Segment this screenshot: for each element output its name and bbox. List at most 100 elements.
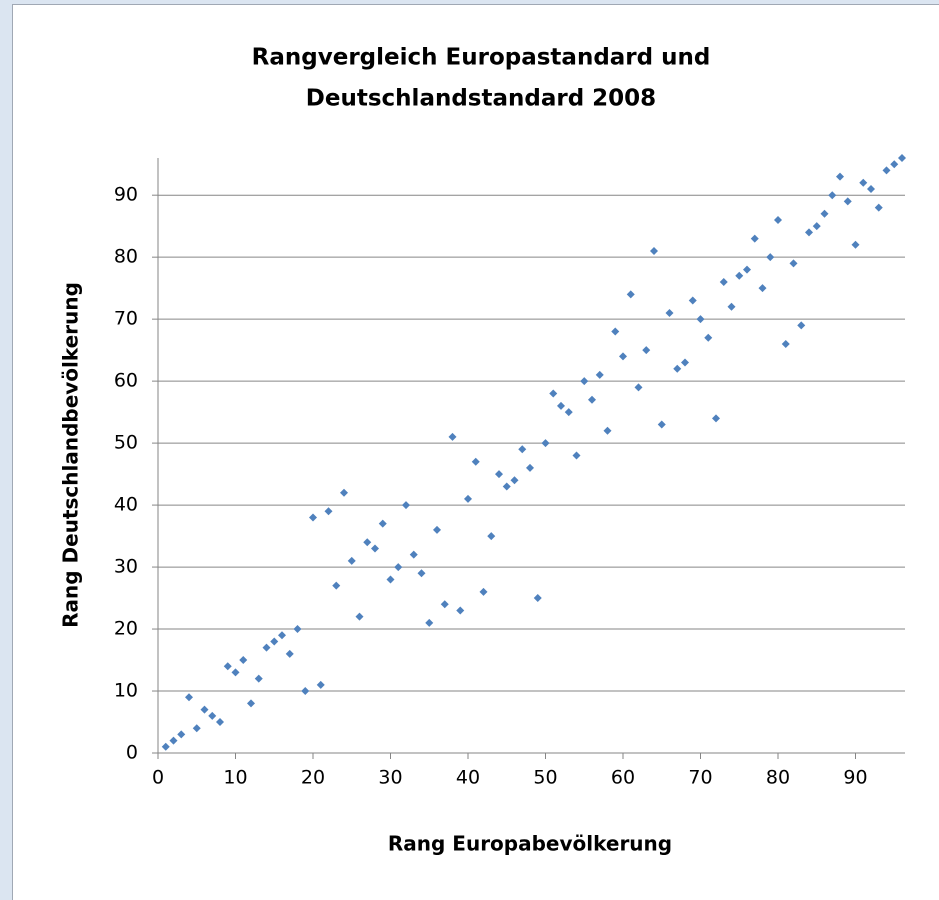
- point: [192, 724, 201, 733]
- point: [464, 494, 472, 503]
- point: [371, 544, 379, 553]
- point: [781, 339, 790, 348]
- point: [347, 556, 356, 565]
- point: [471, 457, 480, 466]
- y-tick-label: 30: [114, 556, 138, 578]
- x-tick-label: 30: [378, 767, 402, 789]
- point: [634, 383, 643, 392]
- point: [580, 377, 589, 386]
- point: [402, 501, 410, 510]
- point: [549, 389, 558, 398]
- point: [588, 395, 596, 404]
- point: [611, 327, 620, 336]
- point: [743, 265, 751, 274]
- point: [665, 308, 674, 317]
- y-tick-label: 0: [126, 742, 138, 764]
- point: [487, 532, 496, 541]
- y-tick-label: 70: [114, 308, 138, 330]
- point: [619, 352, 627, 361]
- point: [750, 234, 759, 243]
- x-tick-label: 50: [533, 767, 557, 789]
- point: [882, 166, 891, 175]
- x-tick-label: 60: [611, 767, 635, 789]
- point: [533, 594, 542, 603]
- point: [355, 612, 364, 621]
- point: [774, 215, 782, 224]
- point: [851, 240, 860, 249]
- point: [332, 581, 341, 590]
- point: [789, 259, 798, 268]
- point: [309, 513, 317, 522]
- point: [541, 439, 550, 448]
- point: [626, 290, 635, 299]
- point: [704, 333, 713, 342]
- point: [293, 625, 302, 634]
- x-tick-label: 20: [301, 767, 325, 789]
- point: [836, 172, 844, 181]
- point: [874, 203, 883, 212]
- point: [758, 284, 767, 293]
- x-tick-label: 90: [843, 767, 867, 789]
- x-tick-label: 80: [766, 767, 790, 789]
- point: [595, 370, 604, 379]
- x-axis-label: Rang Europabevölkerung: [388, 832, 672, 856]
- point: [859, 178, 868, 187]
- y-axis-label: Rang Deutschlandbevölkerung: [59, 282, 83, 628]
- point: [805, 228, 813, 237]
- point: [185, 693, 193, 702]
- chart-title: Rangvergleich Europastandard und: [252, 45, 711, 71]
- y-tick-label: 50: [114, 432, 138, 454]
- point: [766, 253, 775, 262]
- point: [898, 154, 906, 162]
- point: [161, 742, 170, 751]
- point: [828, 191, 837, 200]
- point: [340, 488, 348, 497]
- point: [216, 718, 224, 727]
- point: [526, 463, 534, 472]
- point: [495, 470, 503, 479]
- point: [239, 656, 248, 665]
- point: [262, 643, 271, 652]
- point: [177, 730, 186, 739]
- point: [425, 618, 434, 627]
- point: [378, 519, 387, 528]
- y-tick-label: 10: [114, 680, 138, 702]
- point: [727, 302, 736, 311]
- point: [712, 414, 720, 423]
- x-tick-label: 0: [152, 767, 164, 789]
- x-tick-label: 70: [688, 767, 712, 789]
- point: [479, 587, 488, 596]
- point: [363, 538, 372, 547]
- chart-area: [12, 4, 939, 900]
- point: [843, 197, 852, 206]
- point: [417, 569, 426, 578]
- point: [564, 408, 573, 417]
- point: [223, 662, 232, 671]
- point: [394, 563, 403, 572]
- point: [572, 451, 581, 460]
- point: [301, 687, 310, 696]
- point: [278, 631, 286, 640]
- y-tick-label: 90: [114, 184, 138, 206]
- point: [285, 649, 294, 658]
- point: [316, 680, 325, 689]
- y-tick-label: 80: [114, 246, 138, 268]
- point: [657, 420, 666, 429]
- point: [557, 401, 565, 410]
- x-tick-label: 40: [456, 767, 480, 789]
- point: [200, 705, 209, 714]
- y-tick-label: 40: [114, 494, 138, 516]
- point: [448, 432, 457, 441]
- point: [169, 736, 178, 745]
- point: [502, 482, 511, 491]
- point: [324, 507, 333, 516]
- point: [409, 550, 418, 559]
- point: [440, 600, 449, 609]
- point: [254, 674, 263, 683]
- x-tick-label: 10: [223, 767, 247, 789]
- point: [688, 296, 697, 305]
- y-tick-label: 60: [114, 370, 138, 392]
- point: [270, 637, 279, 646]
